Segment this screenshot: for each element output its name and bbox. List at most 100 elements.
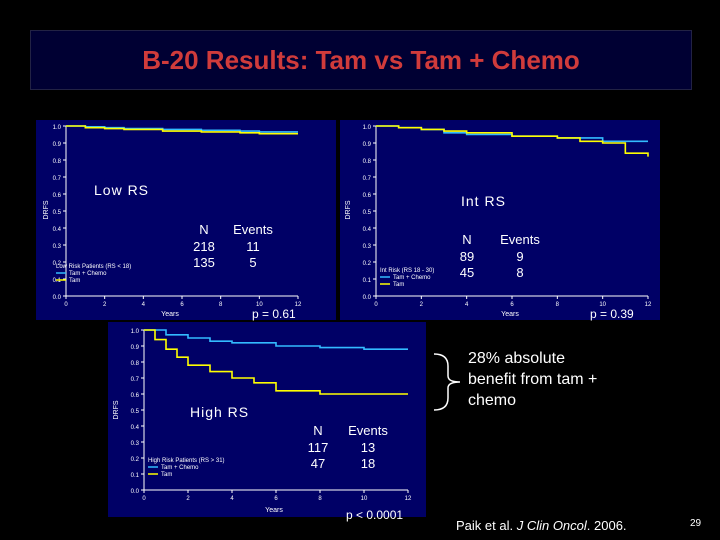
x-tick-label: 0 [64, 302, 68, 308]
legend-entry: Tam [69, 278, 80, 284]
high-stats-n-tam: 47 [310, 456, 326, 471]
y-tick-label: 0.7 [131, 377, 140, 383]
reference-prefix: Paik et al. [456, 518, 517, 533]
y-tick-label: 0.1 [131, 473, 140, 479]
legend-entry: Tam [161, 472, 172, 478]
y-tick-label: 0.6 [131, 393, 140, 399]
int-rs-label: Int RS [461, 193, 506, 209]
x-tick-label: 10 [361, 496, 368, 502]
legend-title: Int Risk (RS 18 - 30) [380, 268, 434, 274]
high-stats-events-tam: 18 [360, 456, 376, 471]
legend-entry: Tam + Chemo [69, 271, 107, 277]
x-axis-label: Years [501, 311, 519, 318]
high-rs-label: High RS [190, 404, 250, 420]
legend-title: Low Risk Patients (RS < 18) [56, 264, 131, 270]
y-tick-label: 0.9 [53, 142, 62, 148]
series-line-tam-chemo [144, 329, 408, 350]
x-tick-label: 8 [219, 302, 223, 308]
x-tick-label: 0 [374, 302, 378, 308]
y-tick-label: 0.5 [131, 409, 140, 415]
x-tick-label: 6 [510, 302, 514, 308]
chart-low-rs: 0.0 0.1 0.2 0.3 0.4 0.5 0.6 0.7 0.8 0.9 1.0 0 2 4 6 8 10… [43, 125, 302, 318]
high-stats-n-header: N [313, 423, 323, 438]
x-tick-label: 6 [180, 302, 184, 308]
low-rs-label: Low RS [94, 182, 150, 198]
y-tick-label: 0.6 [363, 193, 372, 199]
x-tick-label: 2 [103, 302, 107, 308]
high-stats-events-header: Events [348, 423, 388, 438]
slide-title: B-20 Results: Tam vs Tam + Chemo [142, 45, 580, 75]
x-tick-label: 4 [230, 496, 234, 502]
y-tick-label: 1.0 [363, 125, 372, 131]
high-stats-n-tamchemo: 117 [307, 440, 329, 455]
y-tick-label: 0.4 [131, 425, 140, 431]
y-tick-label: 1.0 [131, 329, 140, 335]
int-stats-n-tam: 45 [459, 265, 475, 280]
low-stats-n-tamchemo: 218 [193, 239, 215, 254]
x-tick-label: 4 [465, 302, 469, 308]
y-tick-label: 0.2 [363, 261, 372, 267]
int-pvalue: p = 0.39 [590, 307, 634, 321]
high-pvalue: p < 0.0001 [346, 508, 404, 522]
legend-entry: Tam + Chemo [393, 275, 431, 281]
page-number: 29 [690, 518, 702, 529]
x-tick-label: 10 [599, 302, 606, 308]
x-tick-label: 4 [142, 302, 146, 308]
low-stats-events-header: Events [233, 222, 273, 237]
y-tick-label: 0.0 [131, 489, 140, 495]
x-tick-label: 2 [420, 302, 424, 308]
y-tick-label: 0.9 [363, 142, 372, 148]
benefit-annotation: 28% absolute benefit from tam + chemo [468, 350, 598, 409]
y-tick-label: 0.3 [53, 244, 62, 250]
y-tick-label: 0.0 [363, 295, 372, 301]
int-stats-events-header: Events [500, 232, 540, 247]
series-line-tam [66, 125, 298, 135]
series-line-tam [144, 329, 408, 395]
int-stats-n-tamchemo: 89 [459, 249, 475, 264]
y-tick-label: 0.8 [131, 361, 140, 367]
x-tick-label: 12 [295, 302, 302, 308]
int-stats-events-tam: 8 [516, 265, 524, 280]
y-tick-label: 0.4 [363, 227, 372, 233]
x-tick-label: 8 [556, 302, 560, 308]
panel-high-rs: 0.0 0.1 0.2 0.3 0.4 0.5 0.6 0.7 0.8 0.9 1.0 0 2 4 6 8 10… [108, 322, 426, 517]
y-tick-label: 1.0 [53, 125, 62, 131]
y-tick-label: 0.9 [131, 345, 140, 351]
x-tick-label: 12 [645, 302, 652, 308]
x-axis-label: Years [265, 507, 283, 514]
low-stats-events-tamchemo: 11 [246, 239, 260, 254]
legend-entry: Tam [393, 282, 404, 288]
bracket-icon [433, 353, 461, 411]
y-tick-label: 0.5 [53, 210, 62, 216]
x-tick-label: 2 [186, 496, 190, 502]
chart-high-rs: 0.0 0.1 0.2 0.3 0.4 0.5 0.6 0.7 0.8 0.9 1.0 0 2 4 6 8 10… [113, 329, 412, 514]
low-stats-n-header: N [199, 222, 209, 237]
y-tick-label: 0.8 [53, 159, 62, 165]
low-pvalue: p = 0.61 [252, 307, 296, 321]
x-tick-label: 10 [256, 302, 263, 308]
y-tick-label: 0.7 [363, 176, 372, 182]
y-tick-label: 0.3 [363, 244, 372, 250]
y-axis-label: DRFS [345, 200, 352, 219]
reference-journal: J Clin Oncol [516, 518, 587, 533]
legend-title: High Risk Patients (RS > 31) [148, 458, 225, 464]
y-tick-label: 0.0 [53, 295, 62, 301]
y-tick-label: 0.2 [53, 261, 62, 267]
y-tick-label: 0.2 [131, 457, 140, 463]
reference: Paik et al. J Clin Oncol. 2006. [456, 518, 627, 533]
y-tick-label: 0.3 [131, 441, 140, 447]
int-stats-n-header: N [462, 232, 472, 247]
high-stats-events-tamchemo: 13 [360, 440, 376, 455]
legend-entry: Tam + Chemo [161, 465, 199, 471]
y-tick-label: 0.8 [363, 159, 372, 165]
int-stats-events-tamchemo: 9 [516, 249, 524, 264]
x-axis-label: Years [161, 311, 179, 318]
y-tick-label: 0.4 [53, 227, 62, 233]
x-tick-label: 0 [142, 496, 146, 502]
y-tick-label: 0.1 [363, 278, 372, 284]
y-axis-label: DRFS [43, 200, 50, 219]
series-line-tam [376, 125, 649, 157]
x-tick-label: 8 [318, 496, 322, 502]
y-tick-label: 0.1 [53, 278, 62, 284]
